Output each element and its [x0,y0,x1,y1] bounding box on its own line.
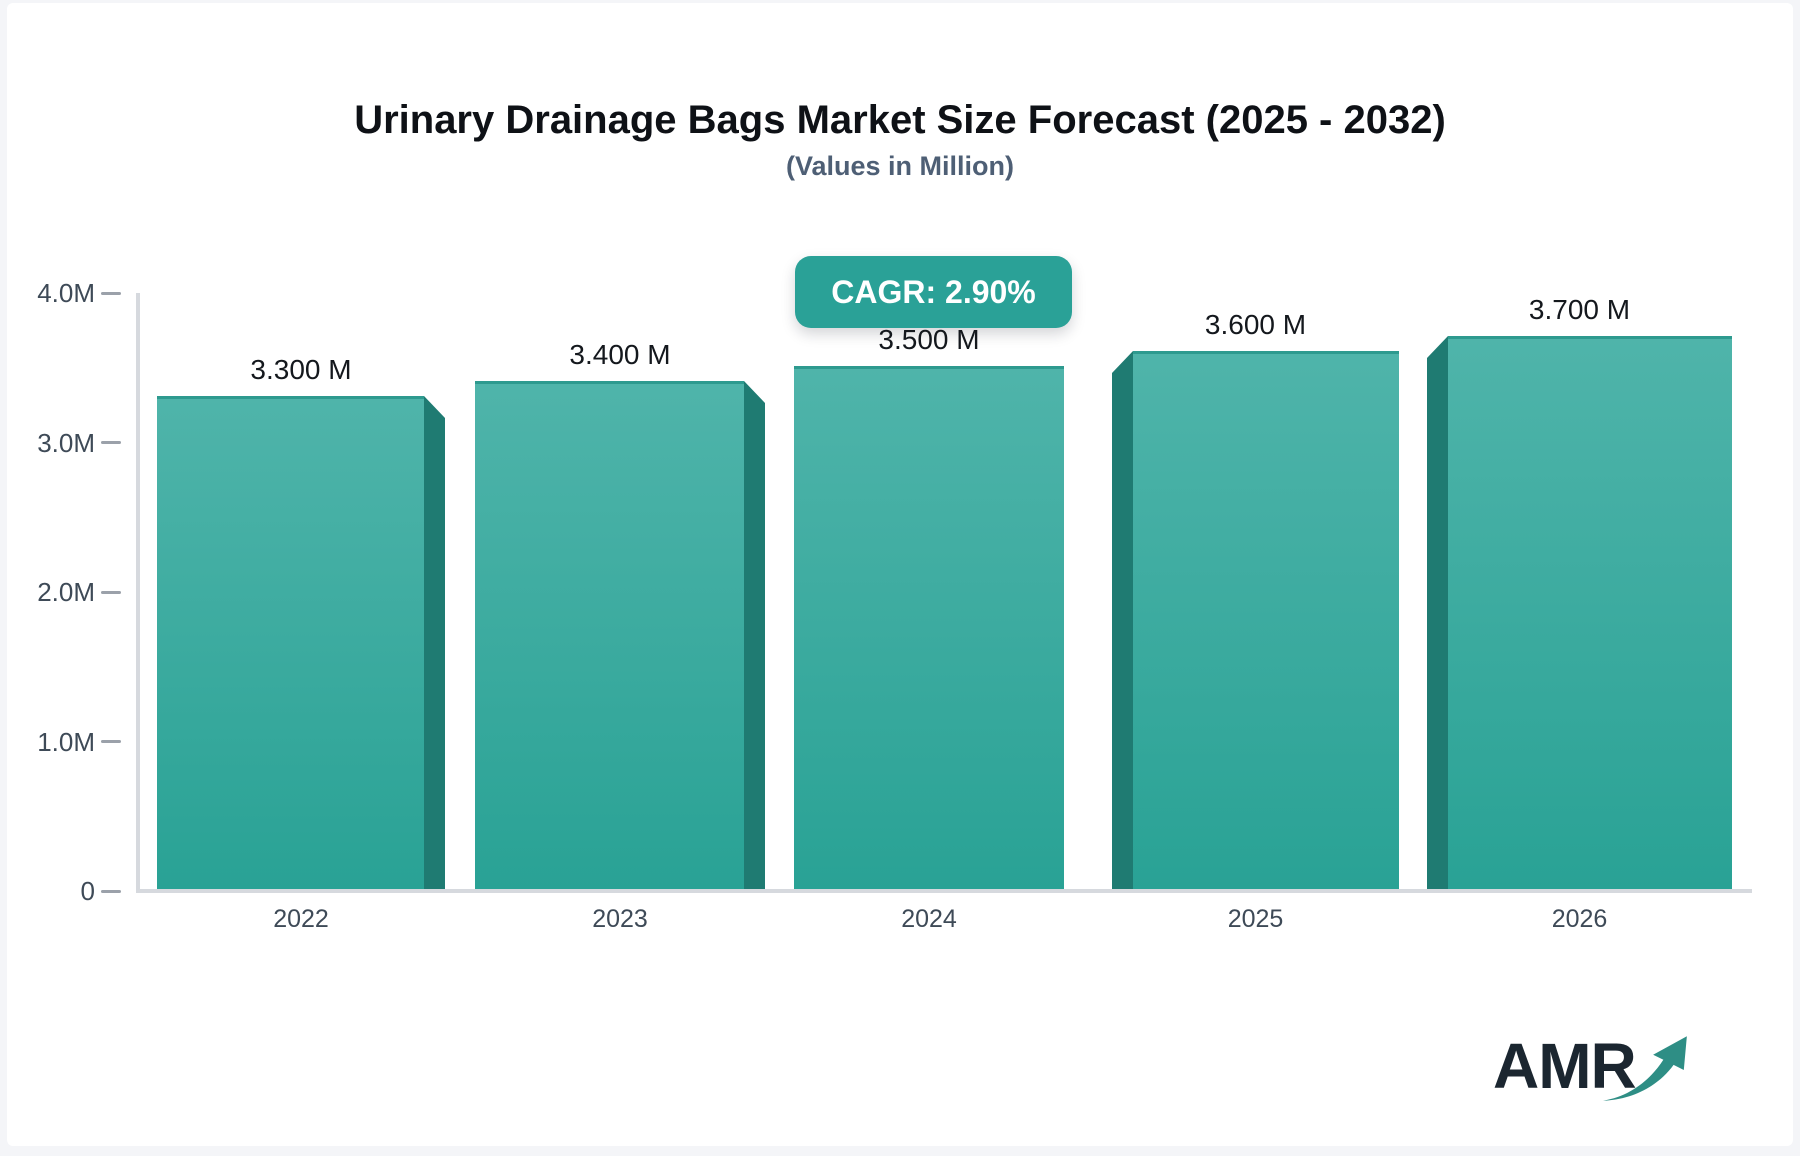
y-tick-dash [101,740,121,743]
bar-side-shade [424,396,445,889]
bar-value-label: 3.500 M [878,324,980,355]
trend-up-arrow-icon [1603,1036,1687,1101]
y-tick-label: 3.0M [37,427,95,458]
bar-side-shade [744,381,765,889]
y-tick-label: 1.0M [37,726,95,757]
bar-value-label: 3.300 M [250,354,352,385]
bar-side-shade [1112,351,1133,889]
bar-side-shade [1427,336,1448,889]
y-tick-label: 2.0M [37,577,95,607]
y-axis-line [136,293,140,891]
y-tick-dash [101,441,121,444]
x-axis-label: 2023 [592,905,648,933]
bar-2026 [1448,336,1732,889]
bar-2025 [1133,351,1399,889]
cagr-badge: CAGR: 2.90% [795,256,1072,328]
y-tick-label: 0 [80,876,95,906]
bar-value-label: 3.600 M [1204,309,1307,340]
amr-logo-text: AMR [1493,1030,1637,1102]
chart-title: Urinary Drainage Bags Market Size Foreca… [354,98,1446,142]
plot-area: 4.0M 3.0M 2.0M 1.0M 0 3.300 M 3.400 M 3.500 M 3… [7,3,1793,1146]
y-tick-label: 4.0M [37,278,95,308]
x-axis-line [136,889,1752,893]
x-axis-label: 2022 [273,905,329,933]
chart-subtitle: (Values in Million) [785,151,1015,181]
y-tick-dash [101,590,121,594]
y-tick-dash [101,889,121,893]
bar-2022 [157,396,424,889]
bar-value-label: 3.700 M [1528,294,1631,325]
x-axis-label: 2026 [1551,905,1608,933]
chart-card: Urinary Drainage Bags Market Size Foreca… [7,3,1793,1146]
x-axis-label: 2025 [1227,905,1284,933]
x-axis-label: 2024 [901,905,957,933]
bar-2023 [475,381,744,889]
bar-value-label: 3.400 M [569,339,671,370]
bar-2024 [794,366,1064,889]
cagr-badge-label: CAGR: 2.90% [831,273,1036,310]
amr-logo: AMR [1493,1025,1693,1115]
y-tick-dash [101,291,121,295]
